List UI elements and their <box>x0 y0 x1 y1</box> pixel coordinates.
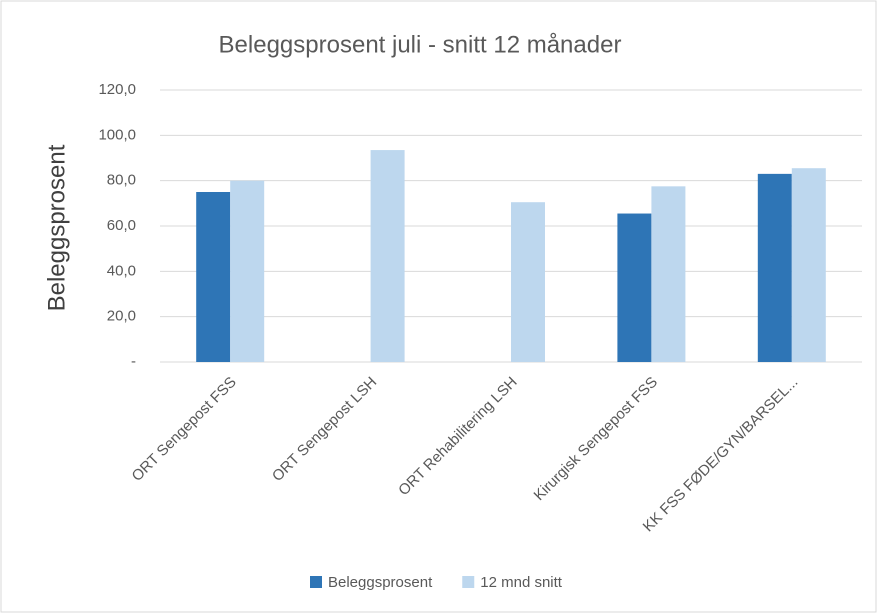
y-tick-label: 20,0 <box>107 308 136 325</box>
bar <box>757 173 792 362</box>
bar <box>617 213 652 362</box>
bar <box>511 202 545 362</box>
bar <box>230 180 265 362</box>
legend-swatch <box>310 576 322 588</box>
legend-swatch <box>462 576 475 588</box>
y-tick-label: 100,0 <box>98 126 136 143</box>
bar <box>370 150 405 362</box>
legend-label: Beleggsprosent <box>328 574 433 591</box>
bar <box>651 186 686 362</box>
y-tick-label: 120,0 <box>98 81 136 98</box>
y-axis-label: Beleggsprosent <box>43 144 70 311</box>
legend-label: 12 mnd snitt <box>480 574 563 591</box>
bar <box>791 168 826 362</box>
y-tick-label: 80,0 <box>107 172 136 189</box>
bar <box>196 192 231 362</box>
y-tick-label: - <box>131 353 136 370</box>
y-tick-label: 60,0 <box>107 217 136 234</box>
y-tick-label: 40,0 <box>107 262 136 279</box>
chart-title: Beleggsprosent juli - snitt 12 månader <box>219 31 622 58</box>
